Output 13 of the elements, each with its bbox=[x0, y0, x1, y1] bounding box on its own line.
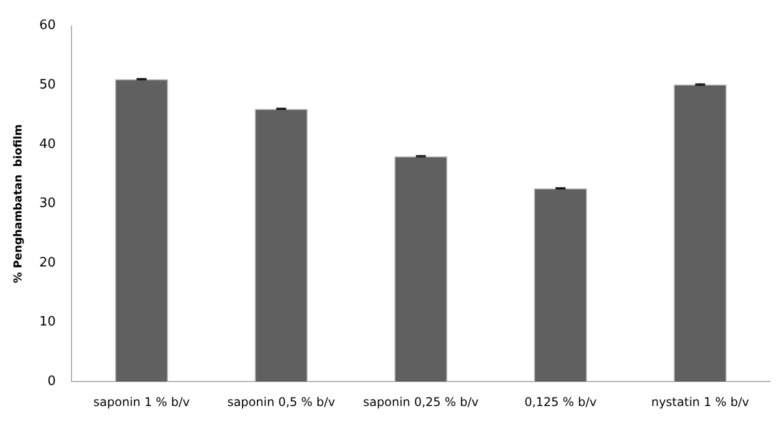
y-tick-label: 60 bbox=[39, 18, 56, 34]
y-tick-label: 50 bbox=[39, 77, 56, 92]
x-tick-label: saponin 0,25 % b/v bbox=[363, 394, 479, 409]
x-tick-label: nystatin 1 % b/v bbox=[651, 394, 750, 409]
y-axis-title: % Penghambatan biofilm bbox=[11, 124, 24, 284]
y-tick-label: 30 bbox=[39, 196, 56, 212]
y-tick-label: 20 bbox=[39, 255, 56, 270]
y-tick-label: 40 bbox=[39, 136, 56, 152]
y-tick-label: 10 bbox=[39, 314, 56, 330]
x-tick-label: saponin 1 % b/v bbox=[93, 394, 190, 409]
x-tick-label: 0,125 % b/v bbox=[524, 394, 597, 409]
y-tick-label: 0 bbox=[47, 374, 56, 389]
x-tick-label: saponin 0,5 % b/v bbox=[227, 394, 336, 409]
